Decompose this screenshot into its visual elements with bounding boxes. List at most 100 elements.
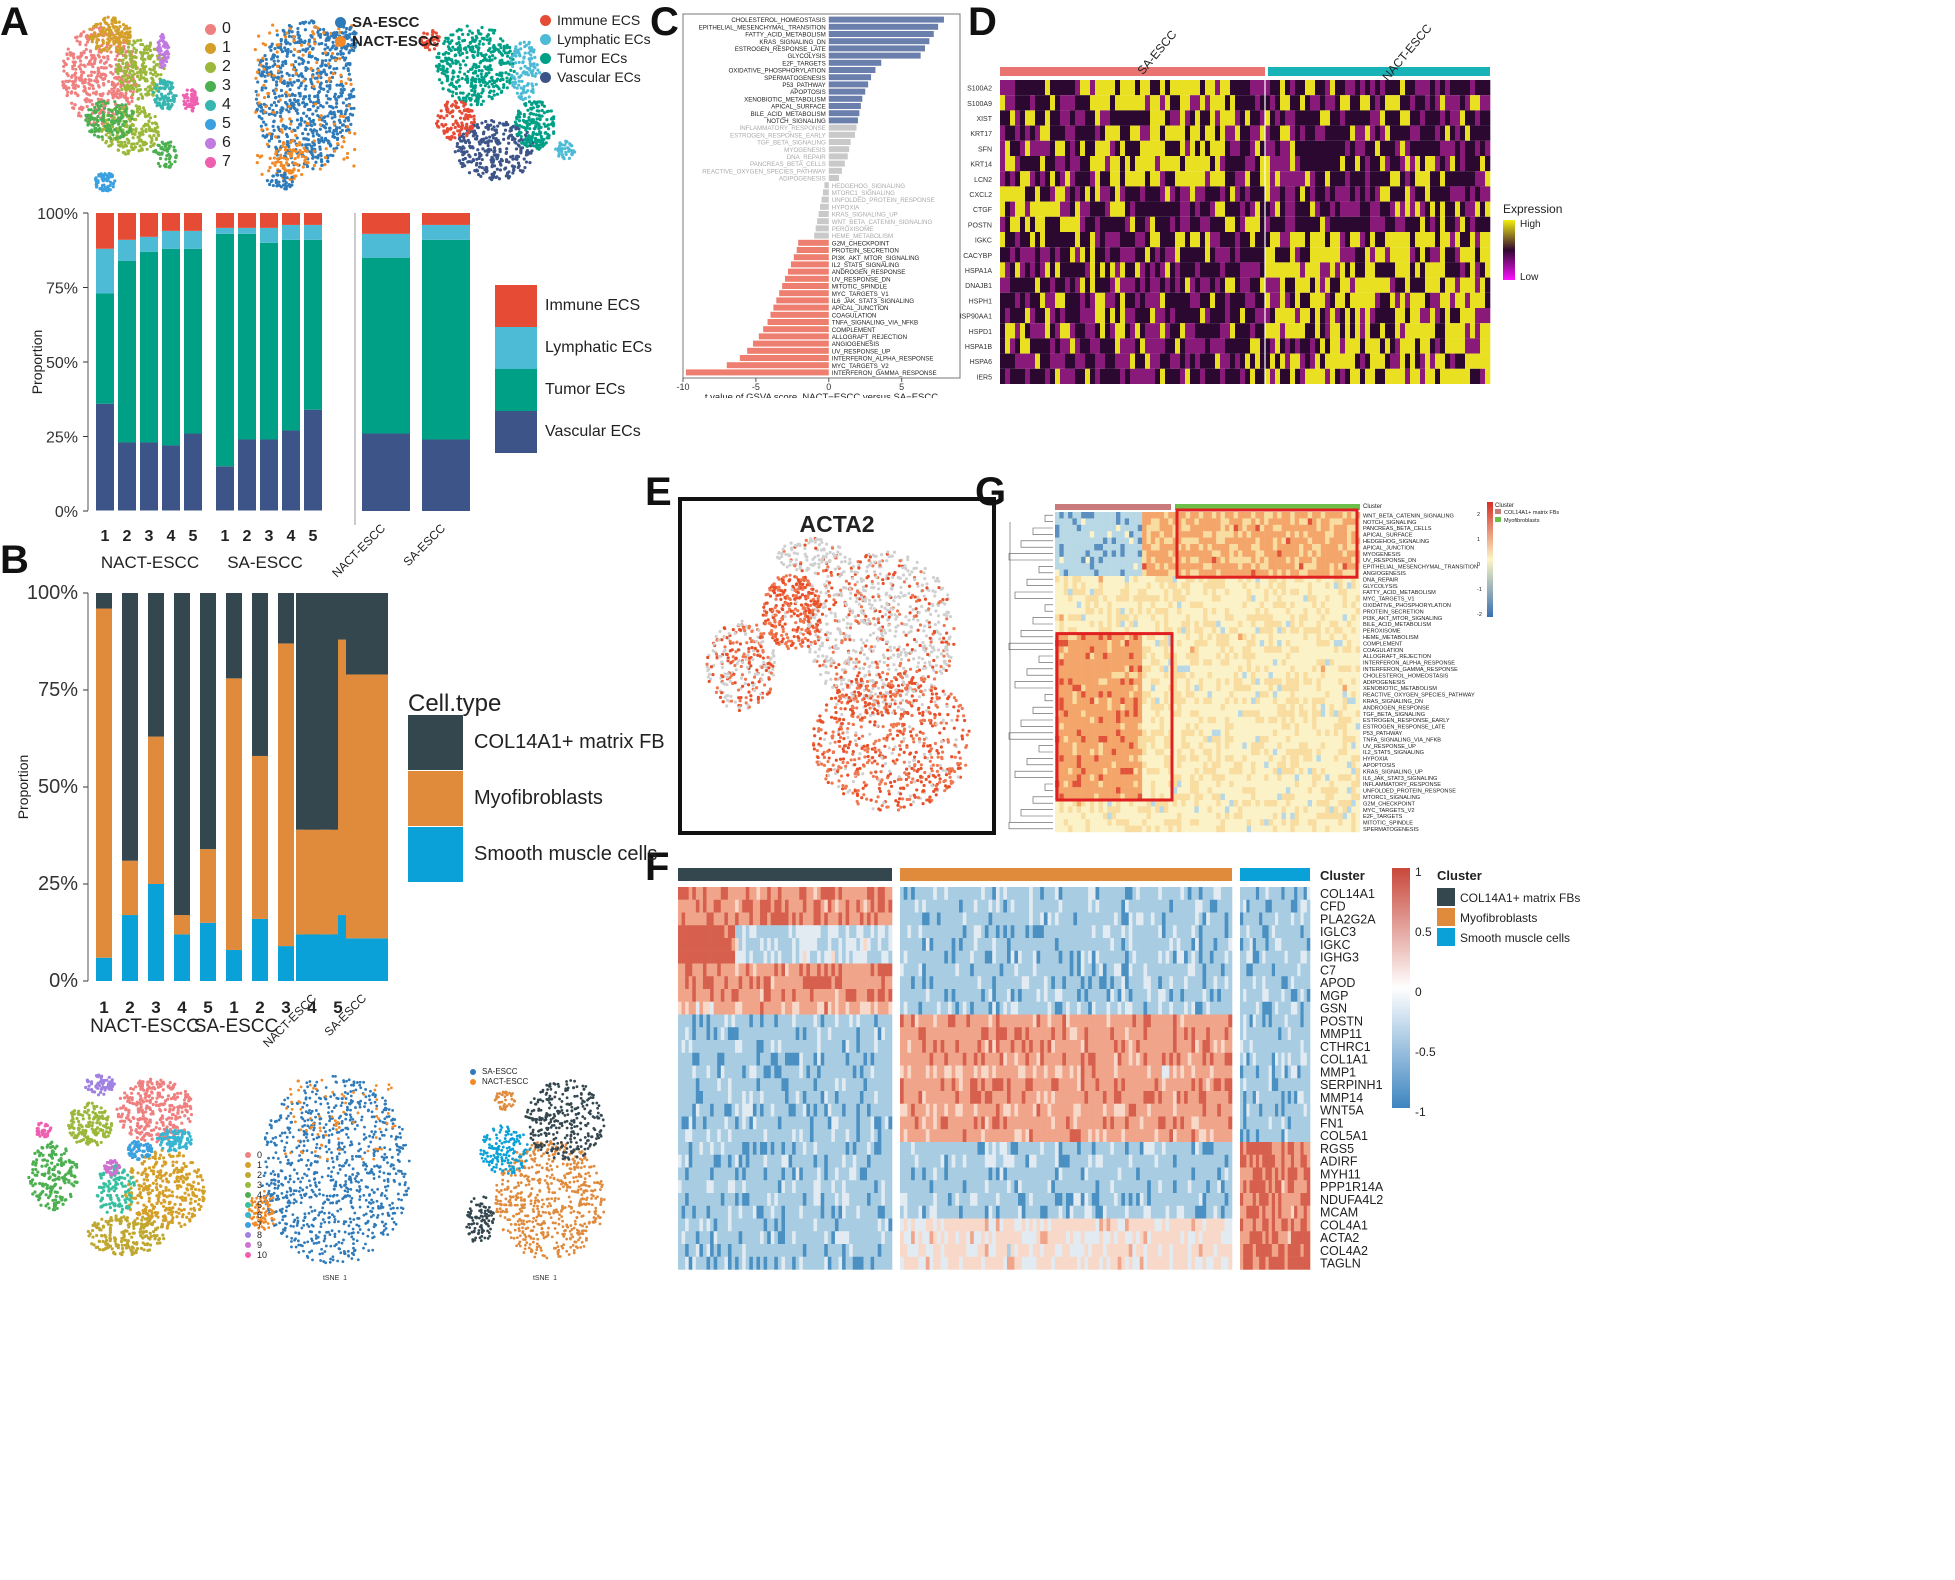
tsne-point — [159, 73, 163, 77]
tsne-point — [312, 149, 316, 153]
tsne-point — [542, 122, 546, 126]
tsne-point — [557, 154, 561, 158]
tsne-point — [100, 1110, 104, 1115]
tsne-point — [276, 59, 280, 63]
tsne-point — [181, 1154, 186, 1158]
tsne-point — [344, 81, 348, 85]
tsne-point — [184, 1164, 188, 1169]
tsne-point — [130, 1235, 134, 1239]
tsne-point — [296, 30, 300, 34]
tsne-point — [99, 65, 104, 70]
tsne-point — [498, 121, 502, 125]
tsne-point — [117, 104, 121, 108]
panel-label-f: F — [645, 845, 669, 890]
tsne-point — [345, 151, 350, 156]
tsne-point — [131, 1168, 135, 1172]
tsne-point — [466, 138, 470, 142]
bar-segment — [96, 403, 114, 511]
tsne-point — [138, 1101, 142, 1105]
tsne-point — [116, 71, 120, 76]
tsne-point — [124, 1116, 129, 1120]
tsne-point — [66, 57, 70, 61]
tsne-point — [156, 73, 160, 77]
tsne-point — [323, 47, 327, 51]
tsne-point — [346, 68, 350, 73]
bar-segment — [304, 213, 322, 225]
tsne-point — [180, 1121, 184, 1125]
tsne-point — [95, 1233, 99, 1238]
tsne-point — [127, 102, 131, 106]
tsne-point — [462, 116, 466, 121]
tsne-point — [456, 149, 461, 153]
tsne-point — [75, 39, 79, 43]
tsne-point — [344, 26, 349, 31]
tsne-point — [533, 66, 537, 70]
tsne-point — [267, 106, 272, 110]
tsne-point — [508, 78, 512, 82]
tsne-point — [290, 63, 294, 67]
tsne-point — [141, 1230, 145, 1234]
tsne-point — [457, 78, 461, 82]
tsne-point — [97, 111, 102, 116]
tsne-point — [319, 64, 323, 68]
tsne-point — [488, 47, 492, 51]
tsne-point — [515, 115, 519, 120]
tsne-point — [267, 182, 272, 187]
tsne-point — [103, 177, 107, 181]
tsne-point — [103, 1124, 108, 1128]
bar-segment — [346, 938, 388, 981]
tsne-point — [148, 1218, 152, 1223]
tsne-point — [120, 1119, 124, 1123]
tsne-point — [458, 132, 462, 136]
tsne-point — [453, 150, 457, 154]
tsne-point — [469, 109, 473, 113]
tsne-point — [517, 132, 521, 137]
tsne-point — [178, 1168, 182, 1173]
tsne-point — [487, 71, 491, 75]
tsne-point — [286, 50, 290, 54]
tsne-point — [439, 114, 443, 118]
tsne-point — [479, 95, 483, 99]
tsne-point — [168, 1081, 172, 1085]
tsne-point — [78, 1139, 82, 1143]
tsne-point — [104, 133, 108, 137]
tsne-point — [183, 1198, 188, 1202]
tsne-point — [70, 1122, 74, 1127]
tsne-point — [114, 1242, 118, 1246]
tsne-point — [466, 69, 470, 74]
tsne-point — [465, 80, 470, 84]
tsne-point — [75, 1140, 79, 1144]
tsne-point — [481, 42, 485, 46]
tsne-point — [513, 61, 518, 65]
tsne-point — [279, 108, 283, 112]
tsne-point — [277, 94, 281, 98]
tsne-point — [161, 1215, 165, 1219]
tsne-point — [341, 101, 345, 105]
tsne-point — [161, 1123, 165, 1127]
tsne-point — [124, 62, 128, 66]
tsne-point — [140, 127, 144, 131]
tsne-point — [111, 185, 115, 189]
tsne-point — [527, 118, 531, 122]
tsne-point — [95, 40, 99, 45]
tsne-point — [139, 1086, 143, 1090]
x-tick-label: 3 — [281, 998, 290, 1017]
tsne-point — [147, 47, 151, 51]
tsne-point — [154, 137, 158, 142]
tsne-point — [181, 1213, 185, 1217]
tsne-point — [163, 1173, 167, 1177]
tsne-point — [423, 45, 428, 50]
tsne-point — [96, 1126, 100, 1130]
tsne-point — [532, 50, 536, 54]
legend-item: 0 — [205, 20, 231, 38]
tsne-point — [129, 1248, 133, 1252]
tsne-point — [305, 67, 309, 71]
tsne-point — [163, 100, 167, 104]
tsne-point — [99, 100, 103, 104]
tsne-point — [486, 65, 490, 69]
tsne-point — [180, 1174, 184, 1178]
bar-segment — [296, 934, 338, 981]
tsne-point — [138, 111, 142, 115]
tsne-point — [283, 35, 288, 39]
tsne-point — [352, 48, 356, 53]
